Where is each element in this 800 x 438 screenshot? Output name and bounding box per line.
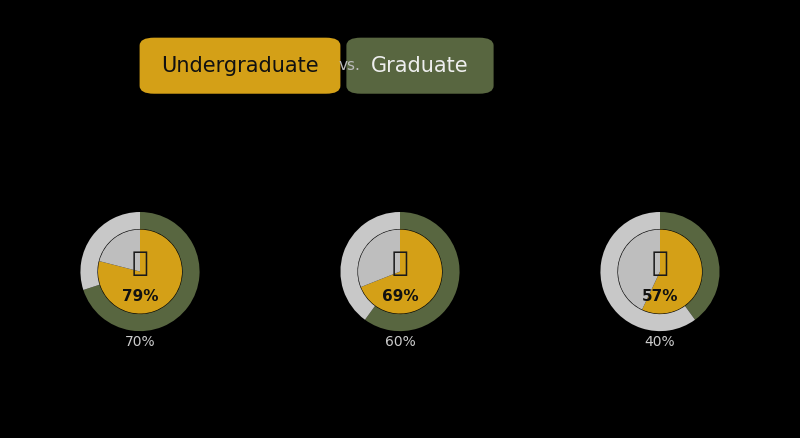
Wedge shape — [83, 212, 199, 331]
FancyBboxPatch shape — [346, 38, 494, 94]
Wedge shape — [365, 212, 459, 331]
Text: Graduate: Graduate — [371, 56, 469, 76]
Wedge shape — [618, 230, 660, 310]
Text: 60%: 60% — [385, 335, 415, 349]
Text: Undergraduate: Undergraduate — [161, 56, 319, 76]
Wedge shape — [660, 212, 719, 320]
Text: 79%: 79% — [122, 289, 158, 304]
Wedge shape — [99, 230, 140, 272]
Wedge shape — [358, 230, 400, 287]
Wedge shape — [601, 212, 695, 331]
Wedge shape — [341, 212, 400, 320]
Text: 🤝: 🤝 — [392, 249, 408, 277]
Text: 40%: 40% — [645, 335, 675, 349]
Text: 🏀: 🏀 — [652, 249, 668, 277]
Text: 👥: 👥 — [132, 249, 148, 277]
FancyBboxPatch shape — [140, 38, 341, 94]
Wedge shape — [81, 212, 140, 290]
Text: 69%: 69% — [382, 289, 418, 304]
Text: vs.: vs. — [338, 58, 361, 73]
Wedge shape — [361, 230, 442, 314]
Wedge shape — [98, 230, 182, 314]
Text: 57%: 57% — [642, 289, 678, 304]
Wedge shape — [642, 230, 702, 314]
Text: 70%: 70% — [125, 335, 155, 349]
